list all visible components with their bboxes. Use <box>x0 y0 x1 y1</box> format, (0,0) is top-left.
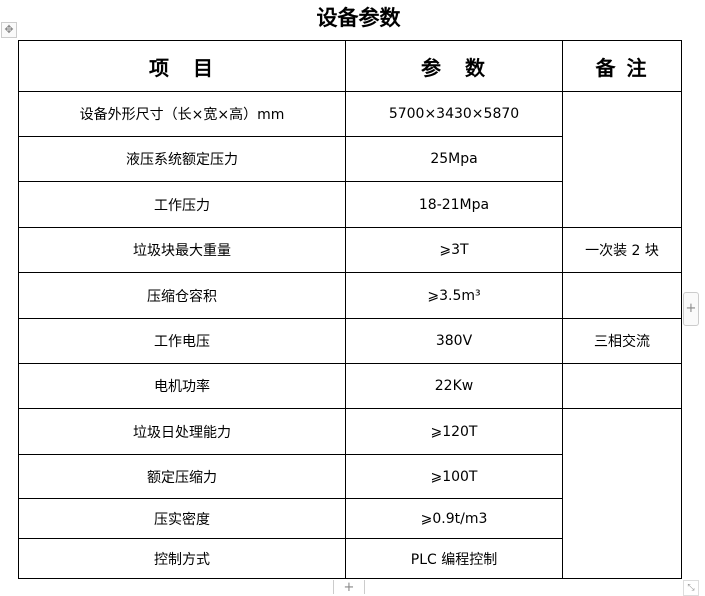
value-cell[interactable]: ⩾120T <box>345 408 563 455</box>
add-column-button[interactable]: + <box>683 292 699 326</box>
table-row: 控制方式 PLC 编程控制 <box>18 538 682 579</box>
header-row: 项 目 参 数 备 注 <box>18 40 682 92</box>
table-row: 工作电压 380V 三相交流 <box>18 318 682 364</box>
table-row: 液压系统额定压力 25Mpa <box>18 136 682 182</box>
item-cell[interactable]: 设备外形尺寸（长×宽×高）mm <box>18 91 346 137</box>
table-row: 压缩仓容积 ⩾3.5m³ <box>18 272 682 319</box>
value-cell[interactable]: ⩾3.5m³ <box>345 272 563 319</box>
table-row: 垃圾块最大重量 ⩾3T 一次装 2 块 <box>18 227 682 273</box>
value-cell[interactable]: PLC 编程控制 <box>345 538 563 579</box>
parameter-table: 项 目 参 数 备 注 设备外形尺寸（长×宽×高）mm 5700×3430×58… <box>18 40 682 579</box>
table-row: 电机功率 22Kw <box>18 363 682 409</box>
remark-cell[interactable]: 三相交流 <box>562 318 682 364</box>
header-remark: 备 注 <box>562 40 682 92</box>
item-cell[interactable]: 压实密度 <box>18 498 346 539</box>
table-move-handle-icon[interactable]: ✥ <box>1 22 17 38</box>
table-row: 垃圾日处理能力 ⩾120T <box>18 408 682 579</box>
item-cell[interactable]: 液压系统额定压力 <box>18 136 346 182</box>
page-title: 设备参数 <box>316 6 401 30</box>
add-row-button[interactable]: + <box>333 580 365 595</box>
item-cell[interactable]: 工作电压 <box>18 318 346 364</box>
table-row: 工作压力 18-21Mpa <box>18 181 682 228</box>
header-value: 参 数 <box>345 40 563 92</box>
value-cell[interactable]: ⩾100T <box>345 454 563 499</box>
remark-cell[interactable]: 一次装 2 块 <box>562 227 682 273</box>
value-cell[interactable]: 5700×3430×5870 <box>345 91 563 137</box>
item-cell[interactable]: 压缩仓容积 <box>18 272 346 319</box>
remark-cell[interactable] <box>562 408 682 579</box>
remark-cell[interactable] <box>562 363 682 409</box>
header-item: 项 目 <box>18 40 346 92</box>
item-cell[interactable]: 控制方式 <box>18 538 346 579</box>
value-cell[interactable]: ⩾0.9t/m3 <box>345 498 563 539</box>
table-row: 额定压缩力 ⩾100T <box>18 454 682 499</box>
item-cell[interactable]: 垃圾日处理能力 <box>18 408 346 455</box>
value-cell[interactable]: 380V <box>345 318 563 364</box>
item-cell[interactable]: 额定压缩力 <box>18 454 346 499</box>
value-cell[interactable]: 18-21Mpa <box>345 181 563 228</box>
value-cell[interactable]: 25Mpa <box>345 136 563 182</box>
item-cell[interactable]: 电机功率 <box>18 363 346 409</box>
value-cell[interactable]: 22Kw <box>345 363 563 409</box>
item-cell[interactable]: 垃圾块最大重量 <box>18 227 346 273</box>
value-cell[interactable]: ⩾3T <box>345 227 563 273</box>
remark-cell[interactable] <box>562 272 682 319</box>
remark-cell[interactable] <box>562 91 682 228</box>
item-cell[interactable]: 工作压力 <box>18 181 346 228</box>
table-row: 压实密度 ⩾0.9t/m3 <box>18 498 682 539</box>
table-row: 设备外形尺寸（长×宽×高）mm 5700×3430×5870 <box>18 91 682 228</box>
